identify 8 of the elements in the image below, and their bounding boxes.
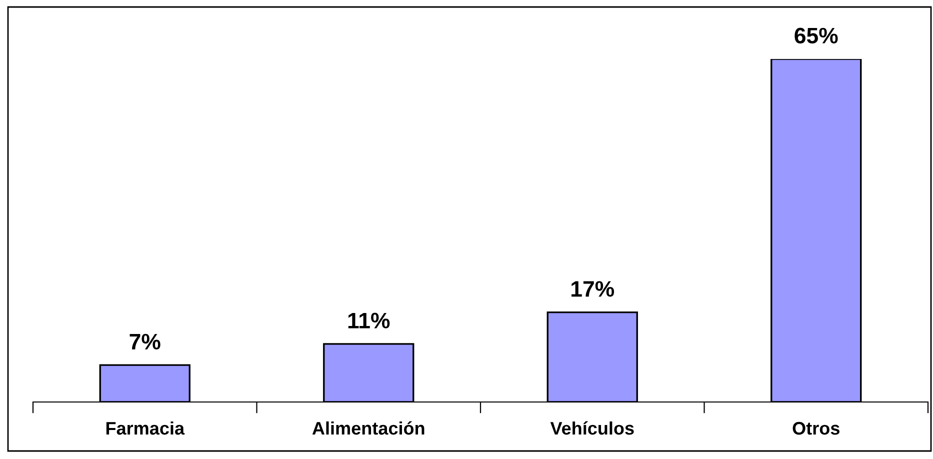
data-label: 65%	[794, 28, 838, 44]
data-label: 11%	[348, 312, 390, 328]
x-tick-label: Alimentación	[312, 421, 424, 435]
x-tick-label: Vehículos	[550, 421, 634, 435]
data-label: 17%	[572, 281, 614, 297]
x-tick-label: Otros	[792, 422, 840, 435]
x-tick-label: Farmacia	[106, 421, 185, 435]
data-label: 7%	[130, 334, 160, 350]
